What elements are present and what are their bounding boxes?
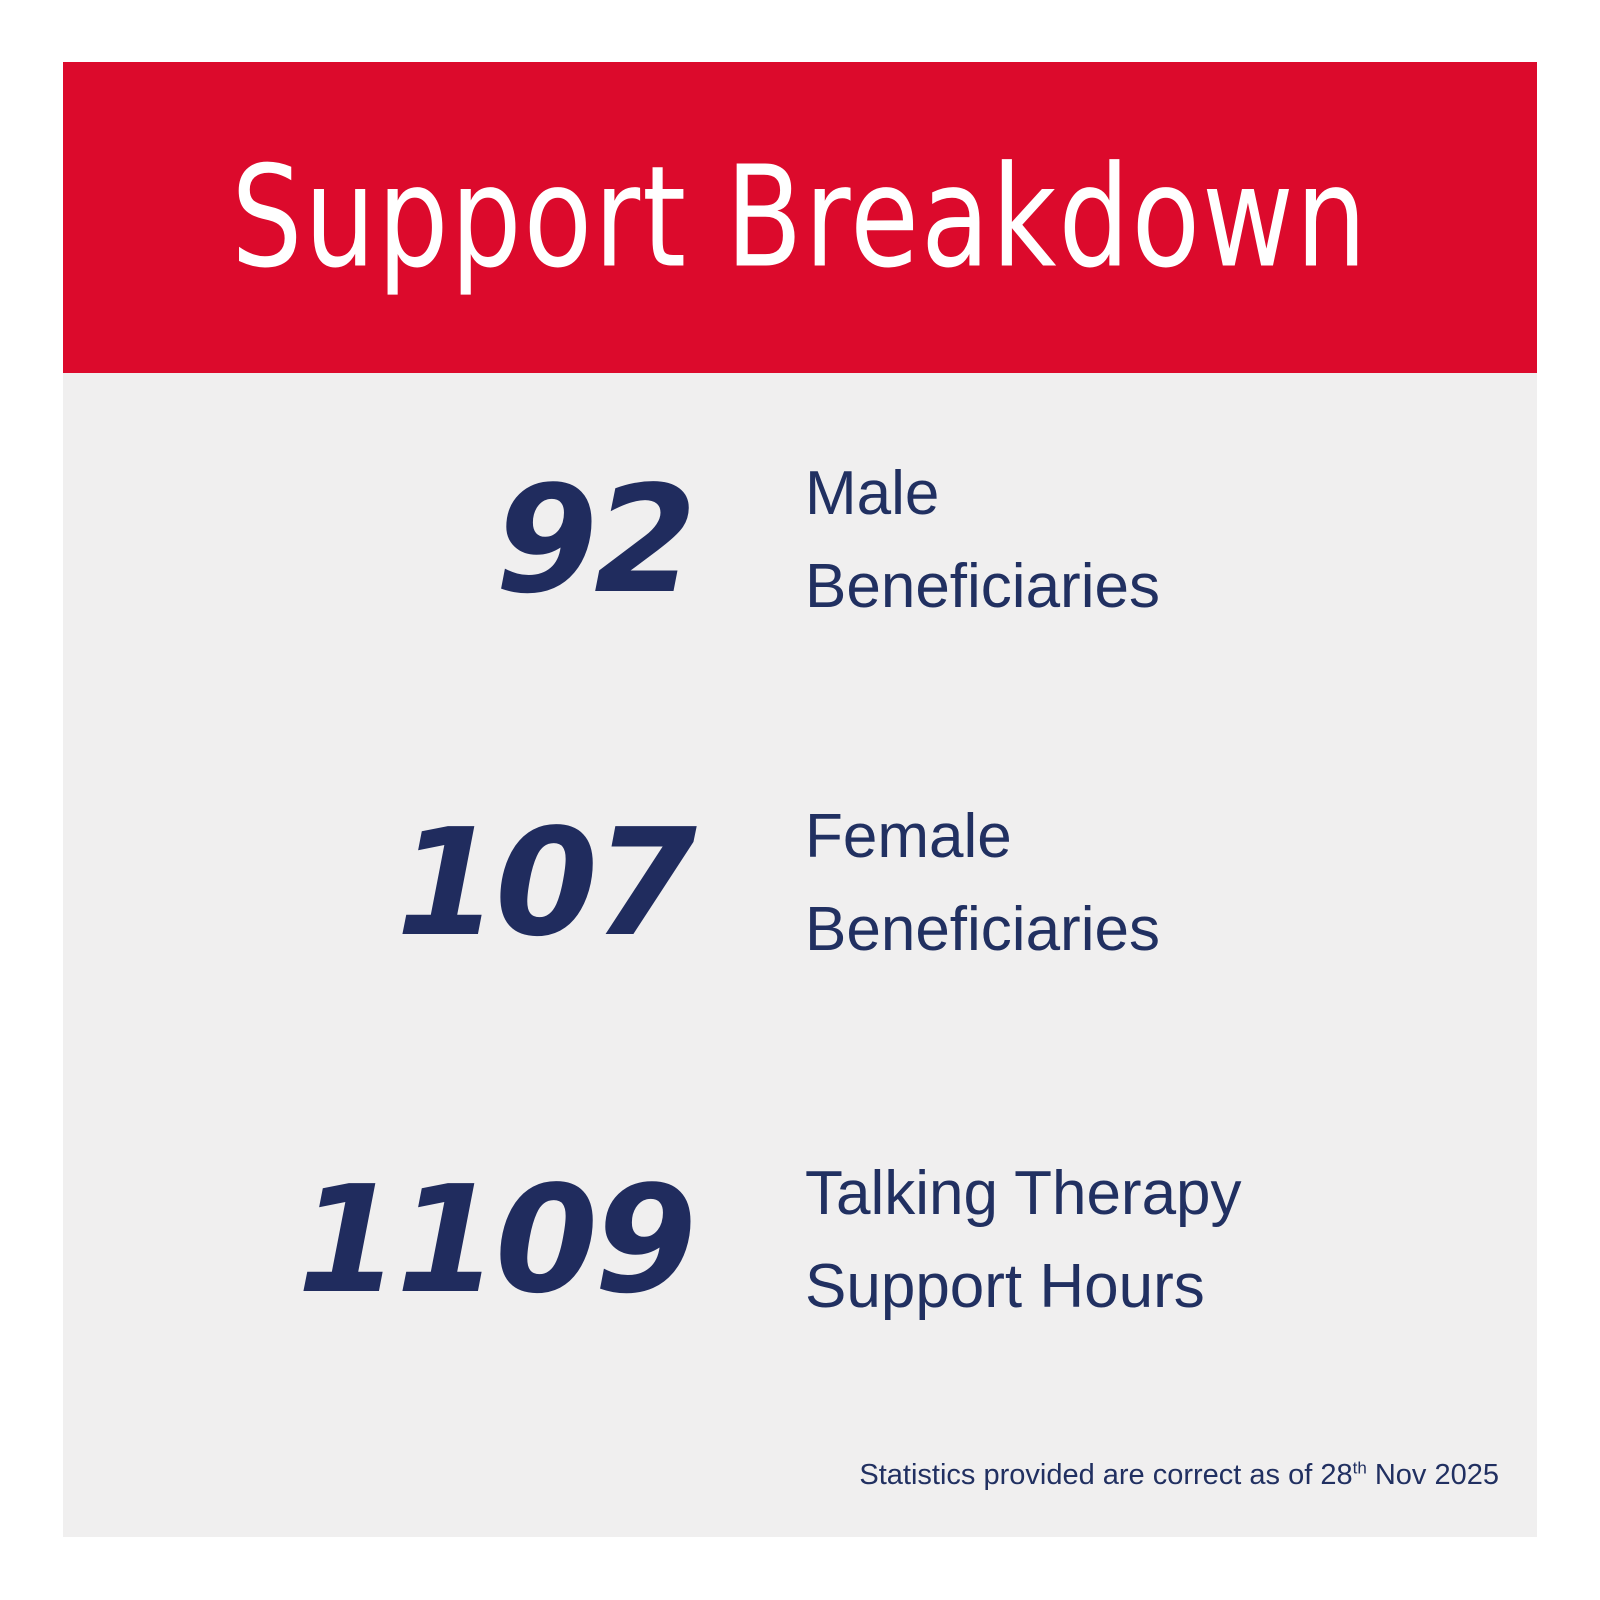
stat-label-female-beneficiaries: Female Beneficiaries (805, 790, 1160, 976)
stat-row-talking-therapy-hours: 1109 Talking Therapy Support Hours (63, 1147, 1537, 1333)
stat-label-line: Support Hours (805, 1252, 1205, 1321)
header-banner: Support Breakdown (63, 62, 1537, 373)
statistics-date-note: Statistics provided are correct as of 28… (859, 1459, 1499, 1492)
stat-label-line: Beneficiaries (805, 895, 1160, 964)
stat-value-talking-therapy-hours: 1109 (297, 1154, 697, 1326)
stat-row-female-beneficiaries: 107 Female Beneficiaries (63, 790, 1537, 976)
stat-value-male-beneficiaries: 92 (495, 454, 697, 626)
stats-card: Support Breakdown 92 Male Beneficiaries … (63, 62, 1537, 1537)
stat-label-talking-therapy-hours: Talking Therapy Support Hours (805, 1147, 1242, 1333)
page-title: Support Breakdown (231, 136, 1369, 299)
stat-label-line: Talking Therapy (805, 1159, 1242, 1228)
stat-label-line: Female (805, 802, 1012, 871)
stat-label-male-beneficiaries: Male Beneficiaries (805, 447, 1160, 633)
stat-row-male-beneficiaries: 92 Male Beneficiaries (63, 447, 1537, 633)
stat-label-line: Beneficiaries (805, 552, 1160, 621)
footer-ordinal-superscript: th (1352, 1458, 1367, 1478)
stat-value-female-beneficiaries: 107 (396, 797, 697, 969)
footer-text-prefix: Statistics provided are correct as of 28 (859, 1459, 1353, 1491)
stat-label-line: Male (805, 459, 940, 528)
footer-text-suffix: Nov 2025 (1366, 1459, 1499, 1491)
